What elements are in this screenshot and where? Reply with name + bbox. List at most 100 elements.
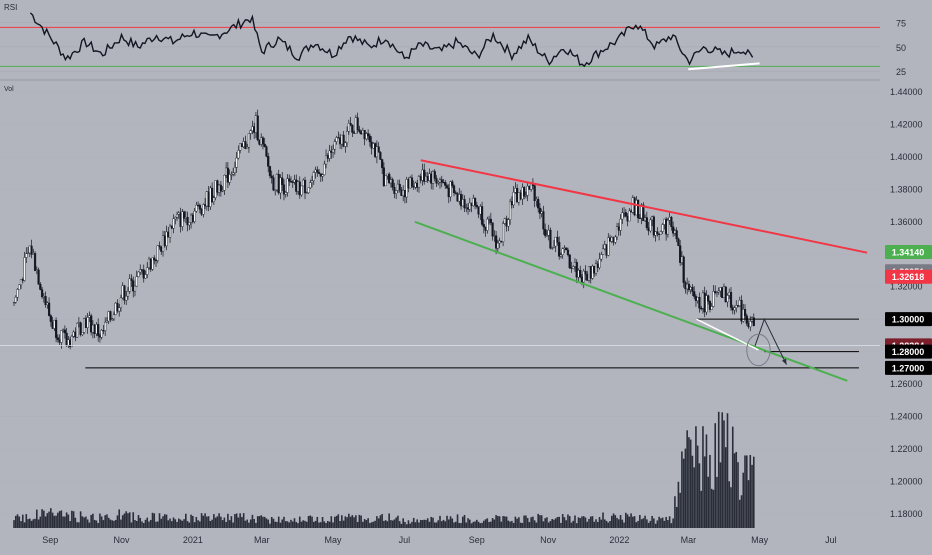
volume-bar [581,516,583,528]
volume-bar [100,516,103,528]
volume-bar [265,518,268,528]
target-circle[interactable] [746,333,771,367]
volume-bar [486,518,489,528]
resistance-trendline[interactable] [420,159,868,254]
volume-indicator-label: Vol [4,86,14,93]
volume-bar [139,517,142,528]
candle-body [168,225,172,238]
candle-body [514,188,517,193]
candle-body [133,285,137,292]
price-tick-label: 1.38000 [890,184,923,194]
candle-body [542,211,545,230]
candle-body [260,137,263,145]
candle-body [600,254,603,260]
candle-body [47,302,51,316]
volume-bar [165,514,168,528]
candle-body [736,305,740,307]
candle-body [321,174,324,177]
volume-bar [227,513,229,528]
candle-body [691,287,694,292]
volume-bar [330,516,333,528]
candle-body [53,320,56,329]
candle-body [114,302,117,315]
candle-body [672,226,675,234]
candle-body [282,184,286,195]
candle-body [26,252,30,254]
volume-bar [388,513,390,528]
candle-body [533,185,536,201]
rsi-pane[interactable]: RSI 75 50 25 [0,3,906,81]
volume-bar [78,522,80,528]
candle-body [19,279,23,286]
candle-body [104,321,107,331]
white-support-line[interactable] [696,318,759,351]
volume-bar [698,463,701,528]
volume-bar [213,514,215,528]
volume-bar [593,521,596,528]
volume-bar [547,522,550,528]
volume-bar [125,511,128,528]
volume-bar [709,454,711,528]
candle-body [554,236,557,247]
volume-bar [493,519,496,528]
candle-body [424,176,428,182]
candle-body [398,183,401,191]
volume-bar [295,521,298,528]
candle-body [246,146,249,149]
volume-bar [156,521,159,528]
candle-body [116,302,119,312]
volume-bar [48,511,50,528]
candle-body [170,225,173,229]
volume-bar [454,521,457,528]
candle-body [254,115,258,133]
volume-bar [688,437,690,528]
candle-body [505,218,508,227]
volume-bar [674,496,676,528]
volume-bar [60,510,63,528]
candle-body [33,253,37,271]
candle-body [512,192,515,206]
price-tick-label: 1.22000 [890,444,923,454]
candle-body [28,245,31,254]
candle-body [593,265,596,274]
candle-body [140,269,144,271]
volume-bar [178,518,180,528]
candle-body [459,194,463,207]
volume-bar [400,523,403,528]
volume-bar [740,495,743,528]
volume-bar [270,517,273,528]
candle-body [743,309,747,316]
candle-body [445,185,449,189]
candle-body [552,245,556,248]
volume-bar [93,519,96,528]
candle-body [32,253,35,255]
volume-bar [556,516,559,528]
volume-bar [300,521,303,528]
rsi-indicator-label: RSI [4,3,17,12]
candle-body [738,300,741,307]
volume-bar [46,513,49,528]
volume-bar [730,487,732,528]
volume-bar [542,521,545,528]
candle-body [689,287,692,290]
support-trendline[interactable] [414,220,848,382]
volume-bar [248,522,250,528]
price-pane[interactable]: Vol 1.44000 1.42000 1.40000 1.38000 1.36000 1… [0,86,932,545]
volume-bar [684,448,687,528]
volume-bar [660,518,662,528]
candle-body [656,231,659,235]
candle-body [670,216,673,227]
volume-bar [728,481,731,528]
volume-bar [258,516,261,528]
candle-body [494,235,498,249]
rsi-trendline[interactable] [688,62,760,71]
candle-body [203,204,207,207]
volume-bar [703,456,706,528]
volume-bar [374,520,376,528]
volume-bar [263,516,266,528]
volume-bar [342,520,345,528]
price-tick-label: 1.36000 [890,217,923,227]
projection-path[interactable] [754,317,787,365]
